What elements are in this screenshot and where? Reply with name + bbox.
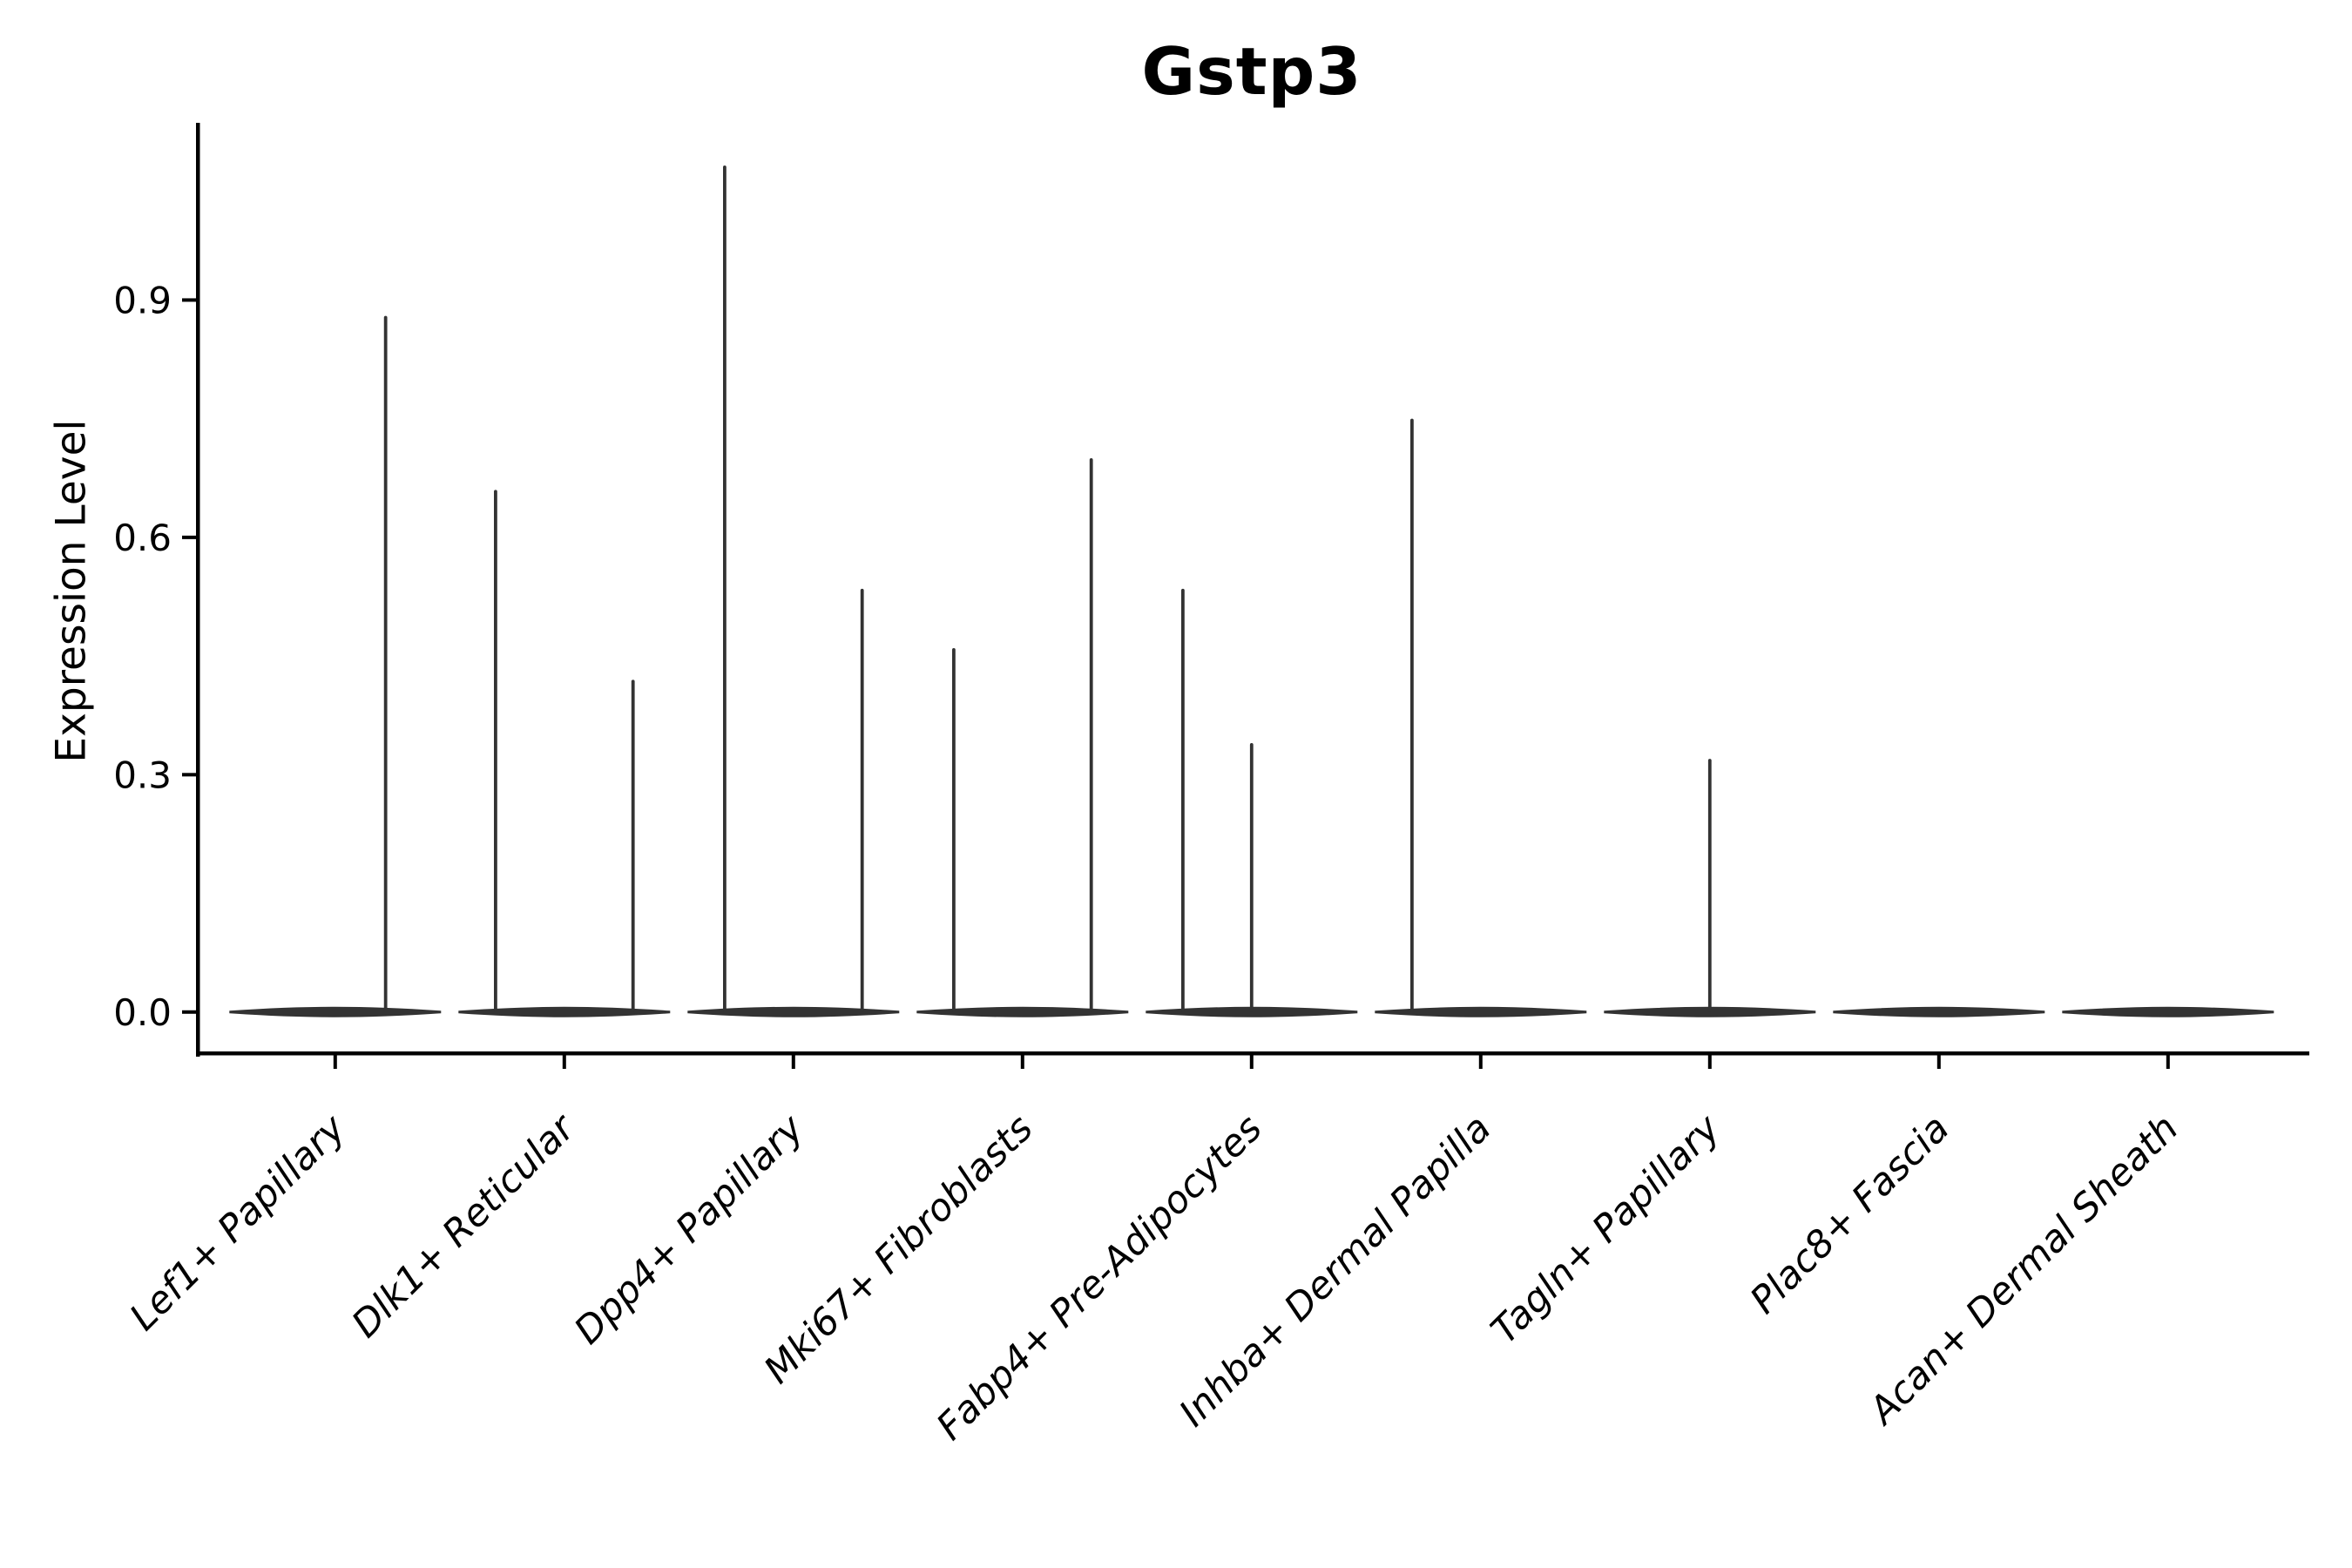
violin-base [1604, 1006, 1816, 1017]
violin-base [1833, 1006, 2045, 1017]
y-tick [182, 1010, 196, 1014]
category-label: Plac8+ Fascia [1742, 1106, 1958, 1322]
violin-base [1146, 1006, 1358, 1017]
violin-base [1375, 1006, 1587, 1017]
y-axis-spine [196, 123, 200, 1057]
violin-spike [723, 166, 727, 1012]
y-tick-label: 0.3 [113, 754, 172, 796]
violin-base [687, 1006, 900, 1017]
x-tick [333, 1055, 337, 1069]
violin-spike [383, 315, 388, 1012]
x-tick [791, 1055, 795, 1069]
x-tick [2166, 1055, 2170, 1069]
x-tick [1020, 1055, 1024, 1069]
category-label: Dpp4+ Papillary [566, 1106, 813, 1353]
violin-spike [1181, 588, 1185, 1012]
y-tick [182, 298, 196, 302]
violin-spike [1707, 759, 1712, 1012]
category-label: Lef1+ Papillary [122, 1106, 355, 1339]
x-tick [1936, 1055, 1941, 1069]
violin-spike [1410, 418, 1414, 1012]
violin-spike [494, 490, 497, 1012]
violin-base [229, 1006, 442, 1017]
category-label: Tagln+ Papillary [1483, 1106, 1729, 1353]
x-tick [562, 1055, 566, 1069]
y-tick-label: 0.6 [113, 517, 172, 559]
y-tick [182, 773, 196, 777]
x-tick [1249, 1055, 1254, 1069]
x-tick [1707, 1055, 1712, 1069]
violin-spike [631, 679, 635, 1012]
violin-spike [860, 588, 864, 1012]
category-label: Dlk1+ Reticular [343, 1105, 585, 1347]
chart-title: Gstp3 [1141, 33, 1362, 110]
violin-spike [1089, 458, 1093, 1012]
x-axis-spine [196, 1051, 2309, 1056]
y-tick-label: 0.0 [113, 991, 172, 1034]
violin-base [916, 1006, 1129, 1017]
x-tick [1478, 1055, 1483, 1069]
violin-base [2062, 1006, 2274, 1017]
violin-spike [1249, 743, 1254, 1012]
violin-base [458, 1006, 671, 1017]
violin-spike [952, 648, 956, 1012]
y-tick [182, 535, 196, 539]
y-tick-label: 0.9 [113, 279, 172, 321]
